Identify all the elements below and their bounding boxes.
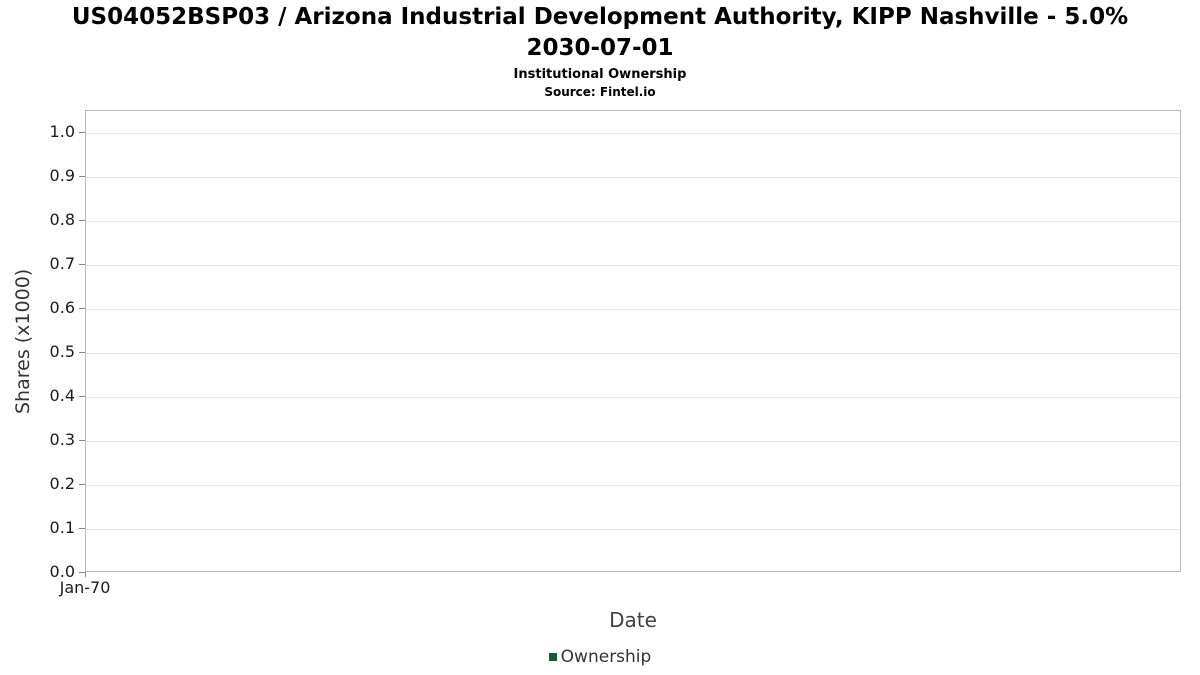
x-axis-title: Date	[609, 608, 657, 632]
gridline	[86, 221, 1180, 222]
gridline	[86, 133, 1180, 134]
chart-title-line1: US04052BSP03 / Arizona Industrial Develo…	[71, 4, 1129, 30]
y-tick-mark	[79, 396, 85, 397]
x-tick-label: Jan-70	[59, 578, 111, 597]
gridline	[86, 177, 1180, 178]
y-tick-label: 0.4	[49, 386, 75, 405]
y-tick-mark	[79, 572, 85, 573]
legend: Ownership	[0, 647, 1200, 667]
y-tick-mark	[79, 220, 85, 221]
y-tick-label: 0.6	[49, 298, 75, 317]
legend-label: Ownership	[560, 647, 652, 667]
plot-area	[85, 110, 1181, 572]
y-tick-label: 0.0	[49, 562, 75, 581]
y-tick-label: 0.1	[49, 518, 75, 537]
y-tick-mark	[79, 352, 85, 353]
y-tick-mark	[79, 484, 85, 485]
legend-marker-square-icon	[548, 653, 557, 661]
gridline	[86, 353, 1180, 354]
chart-title: US04052BSP03 / Arizona Industrial Develo…	[0, 2, 1200, 64]
y-tick-label: 0.8	[49, 210, 75, 229]
gridline	[86, 529, 1180, 530]
y-tick-label: 1.0	[49, 122, 75, 141]
y-tick-label: 0.2	[49, 474, 75, 493]
chart-title-line2: 2030-07-01	[526, 35, 674, 62]
chart-subtitle: Institutional Ownership	[513, 67, 687, 82]
x-tick-mark	[85, 572, 86, 577]
y-tick-label: 0.9	[49, 166, 75, 185]
y-tick-mark	[79, 308, 85, 309]
y-tick-mark	[79, 176, 85, 177]
y-tick-label: 0.7	[49, 254, 75, 273]
gridline	[86, 265, 1180, 266]
x-axis-labels: Jan-70	[60, 578, 1181, 598]
chart-source: Source: Fintel.io	[544, 85, 656, 99]
gridline	[86, 441, 1180, 442]
y-tick-marks	[79, 110, 85, 573]
y-tick-mark	[79, 264, 85, 265]
y-axis-labels: 0.0 0.1 0.2 0.3 0.4 0.5 0.6 0.7 0.8 0.9 1.0	[0, 110, 75, 581]
y-tick-mark	[79, 440, 85, 441]
gridline	[86, 397, 1180, 398]
y-tick-label: 0.3	[49, 430, 75, 449]
y-tick-mark	[79, 528, 85, 529]
gridline	[86, 485, 1180, 486]
y-tick-mark	[79, 132, 85, 133]
gridline	[86, 309, 1180, 310]
y-tick-label: 0.5	[49, 342, 75, 361]
